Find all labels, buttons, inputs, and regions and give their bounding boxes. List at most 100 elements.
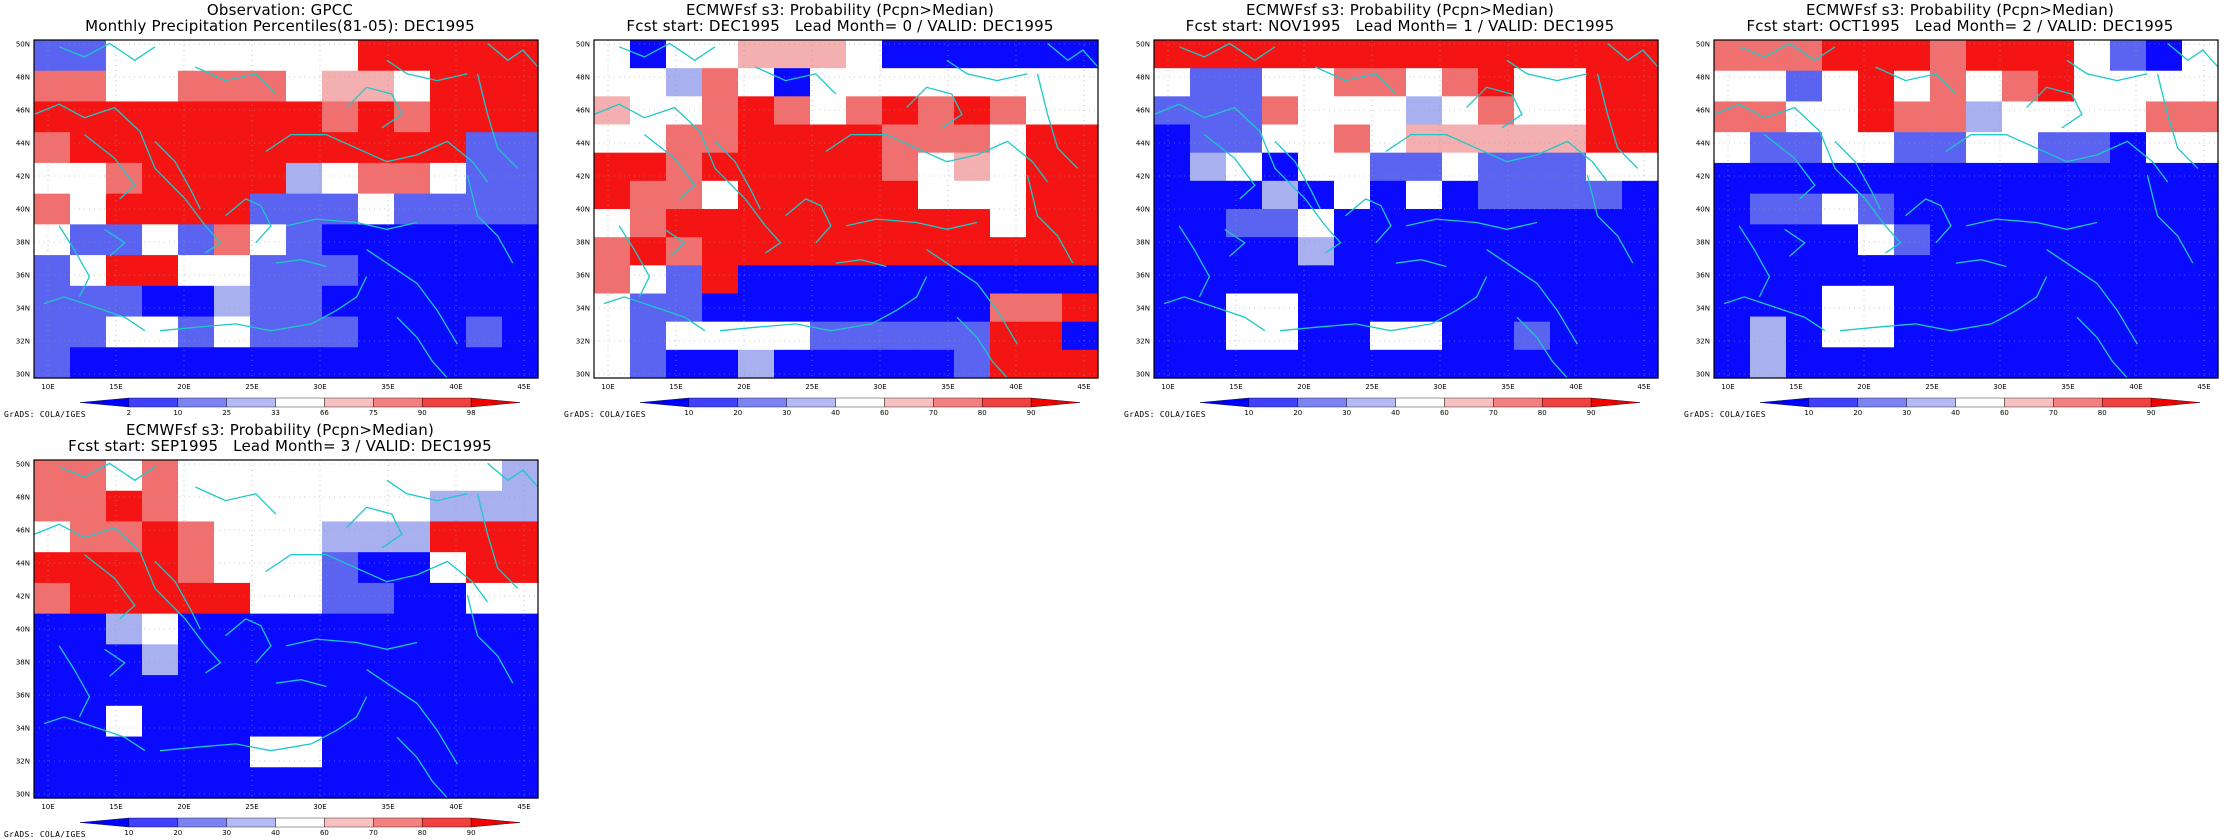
grid-cell bbox=[1298, 40, 1335, 69]
grid-cell bbox=[358, 705, 395, 738]
grid-cell bbox=[1154, 96, 1191, 126]
grid-cell bbox=[1550, 96, 1587, 126]
grid-cell bbox=[1714, 193, 1751, 225]
lon-tick-label: 45E bbox=[517, 803, 530, 811]
grid-cell bbox=[394, 255, 431, 287]
grid-cell bbox=[358, 40, 395, 72]
grid-cell bbox=[1334, 209, 1371, 238]
grid-cell bbox=[2182, 285, 2219, 318]
grid-cell bbox=[106, 285, 143, 318]
grid-cell bbox=[1154, 40, 1191, 69]
grid-cell bbox=[322, 582, 359, 615]
grid-cell bbox=[430, 613, 467, 645]
grid-cell bbox=[358, 285, 395, 318]
colorbar-segment bbox=[2150, 397, 2201, 408]
grid-cell bbox=[882, 40, 919, 69]
grid-cell bbox=[178, 316, 215, 348]
grid-cell bbox=[918, 40, 955, 69]
grid-cell bbox=[1442, 152, 1479, 182]
grid-cell bbox=[2110, 347, 2147, 379]
grid-cell bbox=[214, 582, 251, 615]
lat-tick-label: 30N bbox=[1696, 371, 1710, 379]
colorbar-label: 30 bbox=[222, 829, 231, 837]
grid-cell bbox=[594, 180, 631, 210]
grid-cell bbox=[1334, 152, 1371, 182]
grid-cell bbox=[2002, 40, 2039, 72]
grid-cell bbox=[702, 293, 739, 323]
map-title: ECMWFsf s3: Probability (Pcpn>Median) bbox=[1245, 1, 1554, 19]
grid-cell bbox=[1370, 68, 1407, 97]
grid-cell bbox=[34, 347, 71, 379]
grid-cell bbox=[322, 767, 359, 799]
grid-cell bbox=[214, 552, 251, 584]
grid-cell bbox=[358, 613, 395, 645]
grid-cell bbox=[1550, 124, 1587, 154]
grid-cell bbox=[142, 582, 179, 615]
grid-cell bbox=[1026, 124, 1063, 154]
grid-cell bbox=[1622, 349, 1659, 379]
colorbar-segment bbox=[2102, 397, 2152, 408]
grid-cell bbox=[1062, 124, 1099, 154]
grid-cell bbox=[466, 736, 503, 768]
grid-cell bbox=[1714, 255, 1751, 287]
grid-cell bbox=[358, 70, 395, 103]
grid-cell bbox=[1190, 152, 1227, 182]
grid-cell bbox=[1370, 265, 1407, 295]
grid-cell bbox=[1750, 40, 1787, 72]
grid-cell bbox=[286, 255, 323, 287]
grid-cell bbox=[630, 96, 667, 126]
grid-cell bbox=[1026, 40, 1063, 69]
coastline bbox=[310, 276, 368, 325]
coastline bbox=[1723, 296, 1826, 332]
colorbar-segment bbox=[1346, 397, 1396, 408]
grid-cell bbox=[142, 675, 179, 707]
grid-cell bbox=[142, 162, 179, 195]
grid-cell bbox=[34, 40, 71, 72]
colorbar-segment bbox=[737, 397, 787, 408]
grid-cell bbox=[2002, 316, 2039, 348]
grid-cell bbox=[846, 152, 883, 182]
grid-cell bbox=[214, 521, 251, 553]
grid-cell bbox=[846, 321, 883, 351]
coastline bbox=[466, 595, 514, 684]
grid-cell bbox=[286, 460, 323, 492]
grid-cell bbox=[738, 265, 775, 295]
grid-cell bbox=[430, 675, 467, 707]
grid-cell bbox=[178, 582, 215, 615]
colorbar-label: 20 bbox=[173, 829, 182, 837]
colorbar-label: 20 bbox=[733, 409, 742, 417]
grid-cell bbox=[1026, 265, 1063, 295]
grid-cell bbox=[1334, 321, 1371, 351]
colorbar-segment bbox=[226, 397, 276, 408]
grid-cell bbox=[1514, 152, 1551, 182]
grid-cell bbox=[918, 209, 955, 238]
grid-cell bbox=[178, 162, 215, 195]
grid-cell bbox=[502, 255, 539, 287]
grid-cell bbox=[738, 68, 775, 97]
coastline bbox=[33, 103, 141, 132]
grid-cell bbox=[2146, 224, 2183, 256]
grid-cell bbox=[322, 736, 359, 768]
grid-cell bbox=[1966, 285, 2003, 318]
coastline bbox=[1385, 133, 1538, 163]
grid-cell bbox=[394, 767, 431, 799]
grid-cell bbox=[918, 237, 955, 266]
lat-tick-label: 36N bbox=[1136, 272, 1150, 280]
grid-cell bbox=[1478, 237, 1515, 266]
colorbar-segment bbox=[1030, 397, 1081, 408]
coastline bbox=[1345, 198, 1392, 244]
grid-cell bbox=[322, 162, 359, 195]
grid-cell bbox=[1062, 96, 1099, 126]
grid-cell bbox=[990, 96, 1027, 126]
coastline bbox=[1506, 59, 1588, 82]
grid-cell bbox=[358, 101, 395, 133]
grid-cell bbox=[954, 321, 991, 351]
grid-cell bbox=[34, 613, 71, 645]
grid-cell bbox=[250, 316, 287, 348]
lon-tick-label: 10E bbox=[601, 383, 614, 391]
grid-cell bbox=[666, 96, 703, 126]
grid-cell bbox=[214, 736, 251, 768]
coastline bbox=[33, 523, 141, 552]
coastline bbox=[310, 696, 368, 745]
coastline bbox=[1990, 276, 2048, 325]
